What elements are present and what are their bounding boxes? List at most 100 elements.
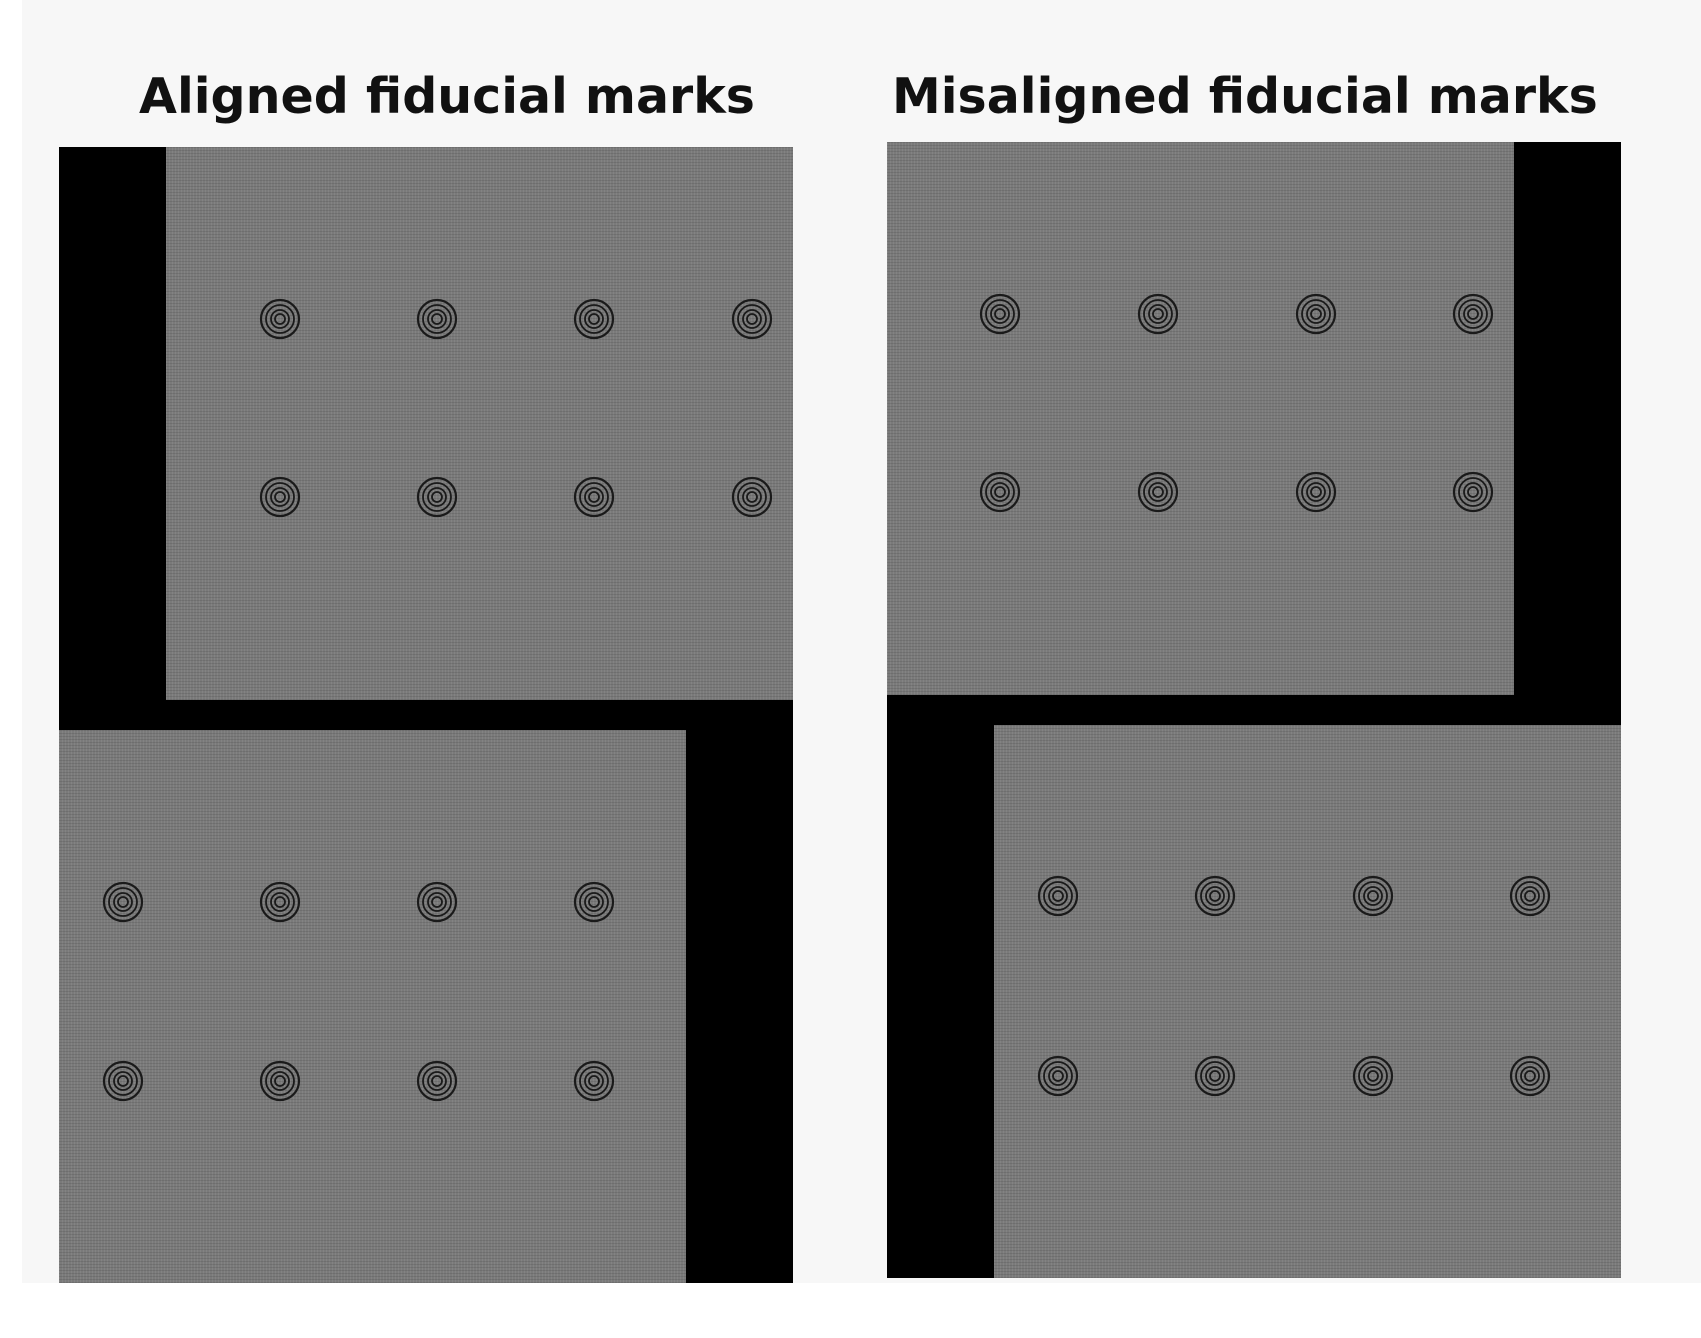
fiducial-ring [584,892,604,912]
fiducial-ring [579,887,609,917]
fiducial-ring [416,476,458,518]
fiducial-ring [431,896,443,908]
fiducial-ring [1295,471,1337,513]
fiducial-ring [990,304,1010,324]
fiducial-mark-graphic [1037,875,1079,917]
fiducial-ring [1306,482,1326,502]
fiducial-ring [1509,1055,1551,1097]
fiducial-ring [1306,304,1326,324]
fiducial-ring [422,887,452,917]
fiducial-ring [979,471,1021,513]
fiducial-ring [1152,308,1164,320]
fiducial-ring [1458,477,1488,507]
fiducial-ring [1452,293,1494,335]
fiducial-mark-icon [1352,875,1394,917]
fiducial-ring [737,304,767,334]
fiducial-ring [985,299,1015,329]
fiducial-ring [270,1071,290,1091]
fiducial-ring [422,1066,452,1096]
fiducial-ring [985,477,1015,507]
fiducial-ring [1209,1070,1221,1082]
fiducial-ring [1143,299,1173,329]
fiducial-mark-graphic [416,476,458,518]
fiducial-ring [1463,482,1483,502]
fiducial-ring [979,293,1021,335]
fiducial-ring [588,1075,600,1087]
fiducial-mark-icon [1352,1055,1394,1097]
fiducial-mark-icon [1037,875,1079,917]
fiducial-ring [102,881,144,923]
fiducial-ring [1200,881,1230,911]
fiducial-ring [588,491,600,503]
fiducial-ring [270,309,290,329]
fiducial-ring [1037,875,1079,917]
fiducial-ring [1367,1070,1379,1082]
fiducial-ring [1200,1061,1230,1091]
fiducial-ring [579,304,609,334]
fiducial-ring [588,896,600,908]
fiducial-ring [1037,1055,1079,1097]
fiducial-ring [746,313,758,325]
fiducial-ring [737,482,767,512]
fiducial-mark-graphic [259,476,301,518]
fiducial-mark-icon [573,476,615,518]
fiducial-mark-graphic [416,1060,458,1102]
fiducial-mark-graphic [1137,471,1179,513]
misaligned-upper-frame [887,142,1514,695]
fiducial-mark-graphic [1452,471,1494,513]
fiducial-ring [1043,1061,1073,1091]
fiducial-ring [427,892,447,912]
fiducial-ring [422,482,452,512]
fiducial-ring [1209,890,1221,902]
fiducial-mark-icon [1452,293,1494,335]
fiducial-mark-icon [416,1060,458,1102]
fiducial-ring [274,1075,286,1087]
fiducial-ring [1052,1070,1064,1082]
fiducial-mark-icon [102,881,144,923]
fiducial-ring [994,308,1006,320]
fiducial-ring [1137,471,1179,513]
fiducial-mark-graphic [1509,1055,1551,1097]
fiducial-ring [588,313,600,325]
fiducial-ring [573,1060,615,1102]
fiducial-ring [416,298,458,340]
fiducial-mark-icon [1295,293,1337,335]
fiducial-ring [431,313,443,325]
fiducial-ring [427,309,447,329]
fiducial-ring [1352,1055,1394,1097]
fiducial-ring [1358,881,1388,911]
fiducial-mark-graphic [731,298,773,340]
fiducial-mark-graphic [102,881,144,923]
panel-title-misaligned: Misaligned fiducial marks [892,68,1598,125]
fiducial-ring [1301,299,1331,329]
fiducial-mark-graphic [1037,1055,1079,1097]
fiducial-ring [584,487,604,507]
fiducial-mark-icon [1452,471,1494,513]
fiducial-ring [1467,308,1479,320]
fiducial-mark-graphic [573,298,615,340]
fiducial-ring [1452,471,1494,513]
fiducial-ring [259,881,301,923]
fiducial-mark-icon [731,298,773,340]
fiducial-ring [113,892,133,912]
fiducial-ring [274,491,286,503]
fiducial-ring [579,482,609,512]
fiducial-ring [742,487,762,507]
fiducial-ring [1048,886,1068,906]
fiducial-ring [573,298,615,340]
fiducial-mark-icon [259,476,301,518]
fiducial-ring [1143,477,1173,507]
fiducial-mark-graphic [259,1060,301,1102]
fiducial-ring [1205,1066,1225,1086]
fiducial-ring [1048,1066,1068,1086]
fiducial-ring [117,896,129,908]
fiducial-ring [1520,1066,1540,1086]
fiducial-ring [108,1066,138,1096]
fiducial-mark-graphic [416,298,458,340]
fiducial-mark-graphic [1452,293,1494,335]
fiducial-ring [108,887,138,917]
fiducial-ring [1367,890,1379,902]
fiducial-mark-graphic [1194,875,1236,917]
fiducial-mark-icon [416,881,458,923]
fiducial-ring [422,304,452,334]
